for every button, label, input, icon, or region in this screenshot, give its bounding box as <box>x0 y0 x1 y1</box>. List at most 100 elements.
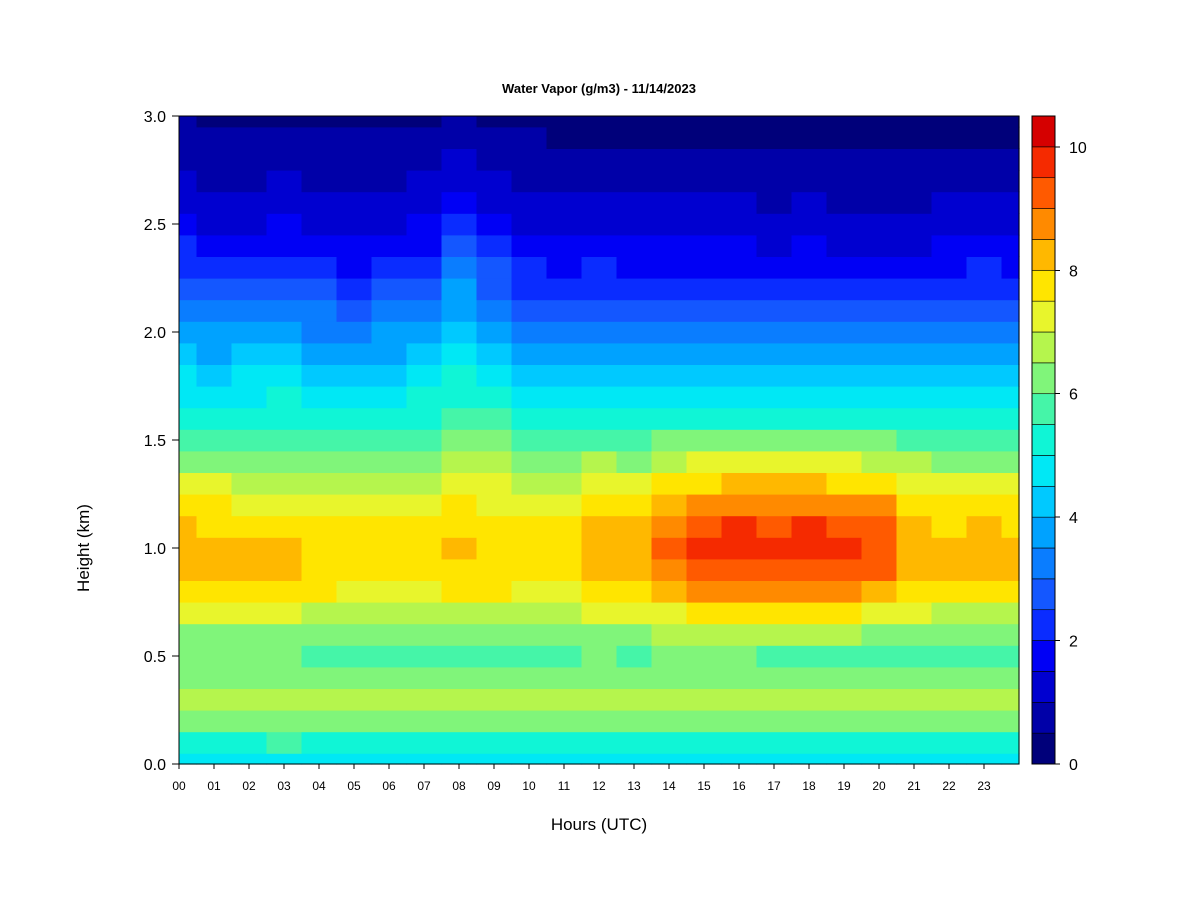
y-tick-label: 0.0 <box>144 757 166 774</box>
heatmap-cell <box>826 191 863 214</box>
heatmap-cell <box>511 623 548 646</box>
heatmap-cell <box>826 213 863 236</box>
heatmap-cell <box>581 537 618 560</box>
heatmap-cell <box>546 580 583 603</box>
heatmap-cell <box>581 494 618 517</box>
heatmap-cell <box>966 472 1003 495</box>
heatmap-cell <box>371 342 408 365</box>
heatmap-cell <box>196 126 233 149</box>
heatmap-cell <box>336 234 373 257</box>
heatmap-cell <box>336 342 373 365</box>
heatmap-cell <box>301 602 338 625</box>
heatmap-cell <box>686 386 723 409</box>
heatmap-cell <box>441 710 478 733</box>
heatmap-cell <box>931 278 968 301</box>
heatmap-cell <box>1001 494 1020 517</box>
heatmap-cell <box>336 580 373 603</box>
colorbar-swatch <box>1031 146 1056 179</box>
heatmap-cell <box>196 710 233 733</box>
heatmap-cell <box>651 558 688 581</box>
heatmap-cell <box>476 623 513 646</box>
colorbar-swatch <box>1031 177 1056 209</box>
colorbar-swatch <box>1031 455 1056 487</box>
heatmap-cell <box>511 472 548 495</box>
heatmap-cell <box>1001 537 1020 560</box>
heatmap-cell <box>231 191 268 214</box>
heatmap-cell <box>616 429 653 452</box>
heatmap-cell <box>686 234 723 257</box>
heatmap-cell <box>756 450 793 473</box>
heatmap-cell <box>511 234 548 257</box>
heatmap-cell <box>301 126 338 149</box>
heatmap-cell <box>476 429 513 452</box>
heatmap-cell <box>266 710 303 733</box>
heatmap-cell <box>651 515 688 538</box>
heatmap-cell <box>371 429 408 452</box>
heatmap-cell <box>371 234 408 257</box>
heatmap-cell <box>476 116 513 128</box>
colorbar-swatch <box>1031 239 1056 271</box>
heatmap-cell <box>966 645 1003 668</box>
heatmap-cell <box>896 731 933 754</box>
heatmap-cell <box>441 645 478 668</box>
heatmap-cell <box>896 515 933 538</box>
heatmap-cell <box>581 191 618 214</box>
heatmap-cell <box>721 580 758 603</box>
x-tick-label: 09 <box>487 779 501 793</box>
heatmap-cell <box>301 170 338 193</box>
heatmap-cell <box>721 234 758 257</box>
heatmap-cell <box>546 558 583 581</box>
heatmap-cell <box>966 299 1003 322</box>
heatmap-cell <box>931 580 968 603</box>
heatmap-cell <box>931 645 968 668</box>
heatmap-cell <box>721 688 758 711</box>
heatmap-cell <box>266 116 303 128</box>
heatmap-cell <box>686 602 723 625</box>
heatmap-cell <box>231 234 268 257</box>
heatmap-cell <box>231 645 268 668</box>
heatmap-cell <box>686 731 723 754</box>
heatmap-cell <box>756 299 793 322</box>
heatmap-cell <box>721 753 758 765</box>
colorbar-swatch <box>1031 300 1056 333</box>
heatmap-cell <box>896 148 933 171</box>
heatmap-cell <box>826 558 863 581</box>
heatmap-cell <box>581 753 618 765</box>
heatmap-cell <box>721 515 758 538</box>
heatmap-cell <box>476 256 513 279</box>
heatmap-cell <box>196 494 233 517</box>
heatmap-cell <box>231 494 268 517</box>
heatmap-cell <box>196 299 233 322</box>
heatmap-cell <box>476 472 513 495</box>
x-tick-label: 17 <box>767 779 781 793</box>
y-tick-label: 1.0 <box>144 541 166 558</box>
heatmap-cell <box>406 278 443 301</box>
heatmap-cell <box>179 515 198 538</box>
heatmap-cell <box>966 364 1003 387</box>
heatmap-cell <box>721 278 758 301</box>
heatmap-cell <box>371 191 408 214</box>
heatmap-cell <box>686 116 723 128</box>
heatmap-cell <box>1001 256 1020 279</box>
heatmap-cell <box>966 278 1003 301</box>
heatmap-cell <box>581 148 618 171</box>
heatmap-cell <box>791 386 828 409</box>
heatmap-cell <box>686 299 723 322</box>
heatmap-cell <box>721 342 758 365</box>
heatmap-cell <box>651 472 688 495</box>
heatmap-cell <box>826 234 863 257</box>
heatmap-cell <box>476 170 513 193</box>
heatmap-cell <box>861 342 898 365</box>
heatmap-cell <box>196 472 233 495</box>
heatmap-cell <box>179 256 198 279</box>
heatmap-cell <box>266 580 303 603</box>
heatmap-cell <box>686 710 723 733</box>
heatmap-cell <box>581 666 618 689</box>
heatmap-cell <box>231 278 268 301</box>
heatmap-cell <box>336 116 373 128</box>
heatmap-cell <box>511 731 548 754</box>
heatmap-cell <box>791 731 828 754</box>
heatmap-cell <box>826 666 863 689</box>
heatmap-cell <box>896 386 933 409</box>
heatmap-cell <box>441 116 478 128</box>
